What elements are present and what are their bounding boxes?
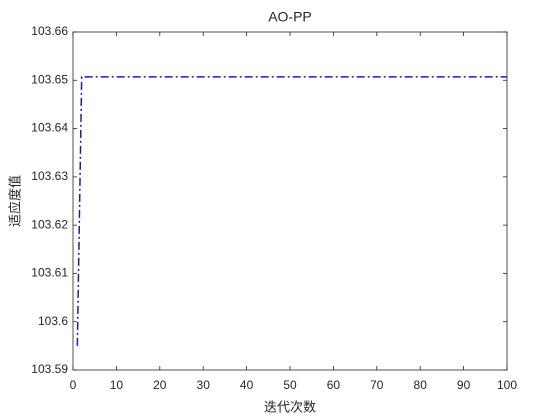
x-tick-label: 30 [197, 378, 211, 392]
y-axis-label: 适应度值 [8, 175, 24, 227]
x-tick-label: 90 [457, 378, 471, 392]
y-tick-label: 103.65 [31, 72, 68, 86]
y-tick-label: 103.59 [31, 362, 68, 376]
x-tick-label: 60 [327, 378, 341, 392]
y-tick-label: 103.64 [31, 121, 68, 135]
x-tick-label: 70 [370, 378, 384, 392]
x-axis-label: 迭代次数 [264, 400, 316, 416]
y-tick-label: 103.66 [31, 24, 68, 38]
x-tick-label: 20 [153, 378, 167, 392]
y-tick-label: 103.63 [31, 169, 68, 183]
x-tick-label: 40 [240, 378, 254, 392]
y-tick-label: 103.61 [31, 266, 68, 280]
data-line [76, 76, 507, 346]
x-tick-label: 100 [497, 378, 517, 392]
x-tick-label: 80 [414, 378, 428, 392]
x-tick-label: 0 [70, 378, 77, 392]
chart-title: AO-PP [268, 9, 312, 25]
x-tick-label: 10 [110, 378, 124, 392]
x-tick-label: 50 [283, 378, 297, 392]
plot-frame [72, 31, 508, 371]
y-tick-label: 103.62 [31, 217, 68, 231]
y-tick-label: 103.6 [38, 314, 68, 328]
